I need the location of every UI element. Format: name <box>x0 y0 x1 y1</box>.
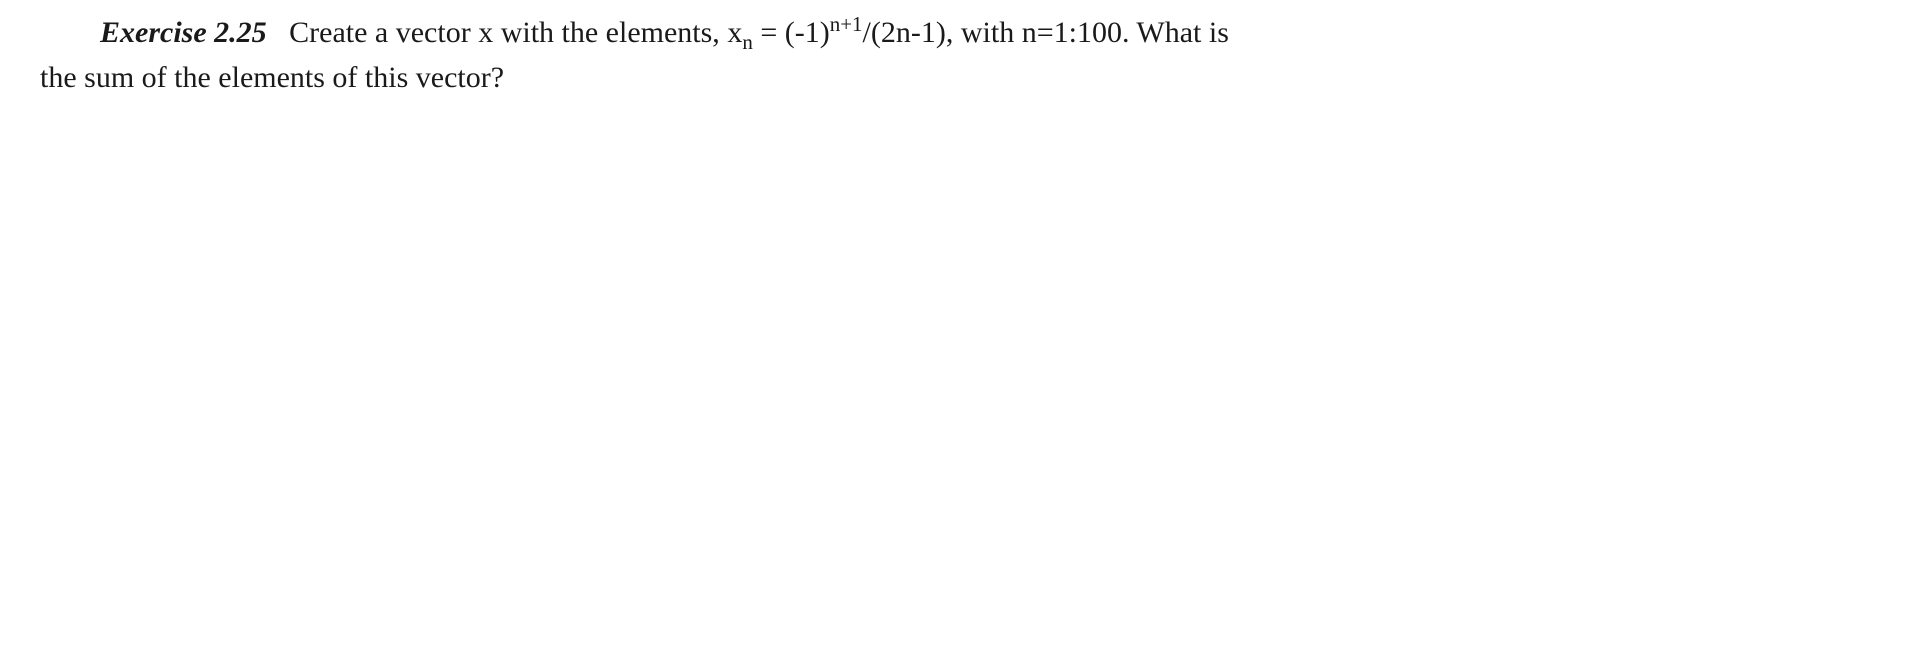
formula: xn = (-1)n+1/(2n-1), with n=1:100. What … <box>727 16 1229 49</box>
formula-var: x <box>727 16 742 49</box>
exercise-text-part1: Create a vector x with the elements, <box>289 16 727 49</box>
formula-rest: /(2n-1), with n=1:100. What is <box>863 16 1229 49</box>
spacer <box>267 16 290 49</box>
exercise-text-part2: the sum of the elements of this vector? <box>40 61 504 94</box>
formula-superscript: n+1 <box>830 12 863 36</box>
formula-eq: = (-1) <box>753 16 830 49</box>
exercise-label: Exercise 2.25 <box>100 16 267 49</box>
exercise-paragraph: Exercise 2.25 Create a vector x with the… <box>40 10 1871 100</box>
formula-subscript: n <box>742 30 753 54</box>
